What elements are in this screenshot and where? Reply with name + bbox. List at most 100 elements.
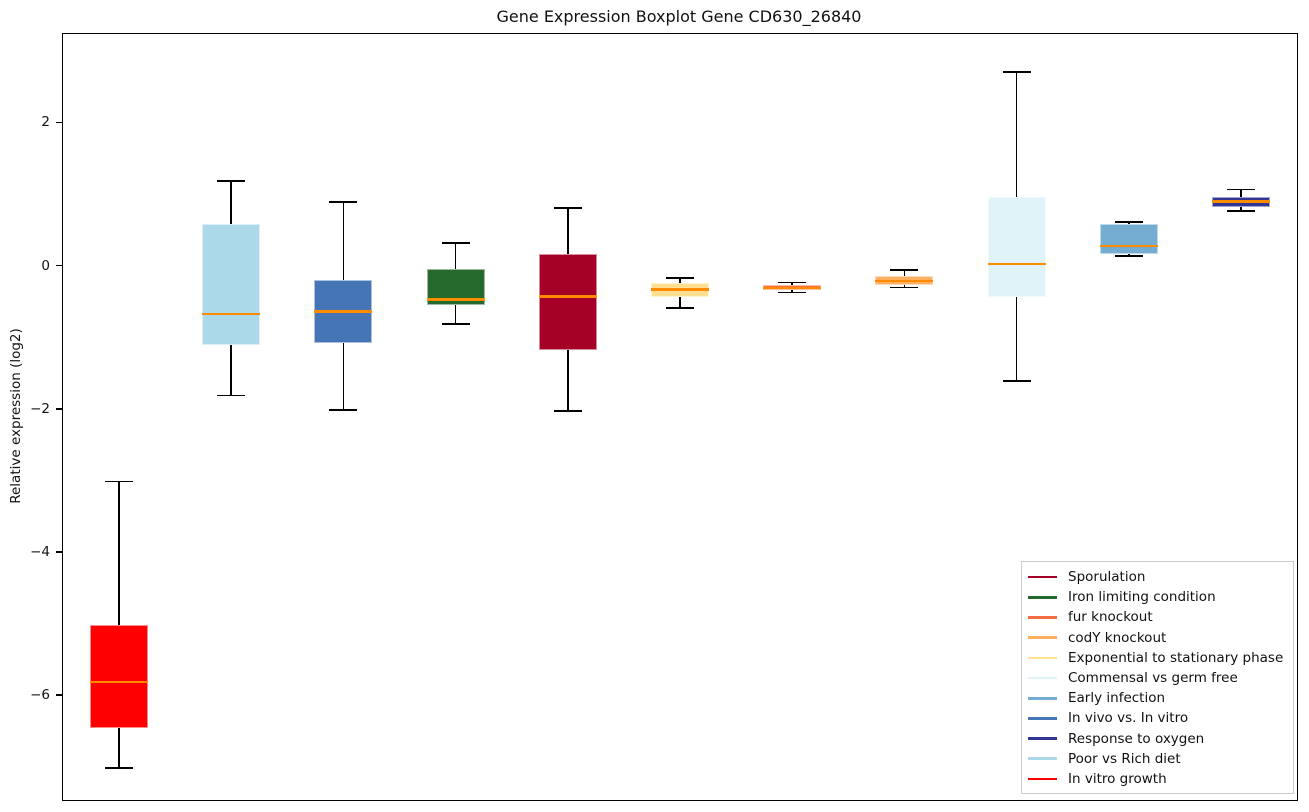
y-tick-mark (56, 121, 62, 124)
y-tick-label: −4 (30, 544, 50, 561)
box (987, 197, 1046, 297)
legend-label: fur knockout (1068, 609, 1153, 626)
upper-cap (778, 281, 807, 284)
legend-swatch (1028, 575, 1057, 579)
upper-whisker (567, 207, 569, 255)
upper-cap (1114, 221, 1143, 224)
lower-whisker (342, 342, 345, 410)
upper-cap (1226, 188, 1255, 191)
median-line (1211, 200, 1270, 203)
upper-cap (329, 201, 358, 204)
legend-label: codY knockout (1068, 629, 1167, 646)
box (538, 254, 597, 351)
median-line (987, 262, 1046, 266)
median-line (651, 288, 709, 291)
box (90, 624, 149, 729)
legend-label: Sporulation (1068, 569, 1146, 586)
legend-label: Commensal vs germ free (1068, 670, 1238, 687)
upper-cap (666, 277, 694, 279)
legend-swatch (1028, 595, 1057, 599)
plot-area (62, 33, 1298, 801)
lower-whisker (1015, 296, 1018, 382)
lower-cap (666, 307, 694, 309)
legend-item: In vitro growth (1028, 769, 1285, 789)
upper-cap (890, 269, 919, 272)
y-tick-mark (56, 408, 62, 410)
legend-item: Iron limiting condition (1028, 587, 1285, 607)
upper-whisker (1015, 71, 1018, 198)
median-line (90, 680, 149, 684)
legend-label: In vitro growth (1068, 770, 1167, 787)
upper-whisker (230, 180, 233, 224)
legend-item: Commensal vs germ free (1028, 668, 1285, 688)
lower-cap (553, 410, 582, 413)
lower-cap (105, 766, 134, 769)
upper-whisker (342, 202, 345, 281)
legend-swatch (1028, 636, 1057, 639)
lower-cap (1002, 380, 1031, 382)
legend-item: Early infection (1028, 688, 1285, 708)
upper-cap (553, 207, 582, 209)
upper-cap (105, 480, 134, 483)
lower-whisker (679, 296, 681, 309)
legend-label: Iron limiting condition (1068, 589, 1216, 606)
legend-swatch (1028, 777, 1057, 781)
y-tick-mark (56, 551, 62, 553)
median-line (763, 286, 822, 290)
median-line (426, 298, 485, 301)
lower-cap (441, 323, 470, 325)
legend-item: fur knockout (1028, 607, 1285, 627)
lower-cap (329, 409, 358, 411)
upper-whisker (118, 481, 120, 625)
upper-whisker (1240, 189, 1242, 198)
lower-cap (778, 291, 807, 294)
legend-label: Response to oxygen (1068, 730, 1205, 747)
legend-label: Poor vs Rich diet (1068, 750, 1181, 767)
upper-cap (1002, 71, 1031, 73)
y-tick-label: −6 (30, 687, 50, 704)
legend-swatch (1028, 616, 1057, 619)
lower-cap (1114, 255, 1143, 257)
legend-swatch (1028, 717, 1057, 720)
lower-whisker (567, 350, 569, 412)
legend: Sporulation Iron limiting condition fur kn… (1021, 561, 1294, 794)
y-tick-label: −2 (30, 400, 50, 417)
legend-label: Early infection (1068, 690, 1166, 707)
lower-cap (217, 394, 246, 397)
upper-whisker (791, 282, 793, 286)
legend-swatch (1028, 696, 1057, 700)
upper-cap (217, 179, 246, 182)
legend-swatch (1028, 737, 1057, 740)
legend-swatch (1028, 656, 1057, 660)
chart-title: Gene Expression Boxplot Gene CD630_26840 (496, 7, 862, 26)
lower-whisker (1240, 206, 1242, 211)
legend-swatch (1028, 676, 1057, 680)
lower-whisker (118, 728, 120, 768)
y-tick-mark (56, 694, 62, 696)
upper-whisker (679, 278, 681, 284)
legend-item: Exponential to stationary phase (1028, 648, 1285, 668)
upper-whisker (454, 243, 457, 269)
legend-item: Poor vs Rich diet (1028, 749, 1285, 769)
lower-cap (1226, 210, 1255, 212)
legend-item: codY knockout (1028, 628, 1285, 648)
upper-cap (441, 242, 470, 244)
y-tick-label: 0 (41, 257, 50, 274)
legend-swatch (1028, 757, 1057, 761)
upper-whisker (903, 270, 906, 276)
box (1099, 223, 1158, 255)
lower-whisker (454, 304, 457, 324)
lower-whisker (903, 284, 906, 288)
legend-item: In vivo vs. In vitro (1028, 708, 1285, 728)
box (202, 223, 261, 346)
lower-whisker (230, 345, 233, 396)
median-line (314, 310, 373, 314)
legend-item: Response to oxygen (1028, 729, 1285, 749)
median-line (202, 312, 261, 316)
lower-cap (890, 286, 919, 289)
median-line (1099, 244, 1158, 248)
legend-label: In vivo vs. In vitro (1068, 710, 1189, 727)
legend-item: Sporulation (1028, 567, 1285, 587)
y-tick-mark (56, 264, 62, 267)
